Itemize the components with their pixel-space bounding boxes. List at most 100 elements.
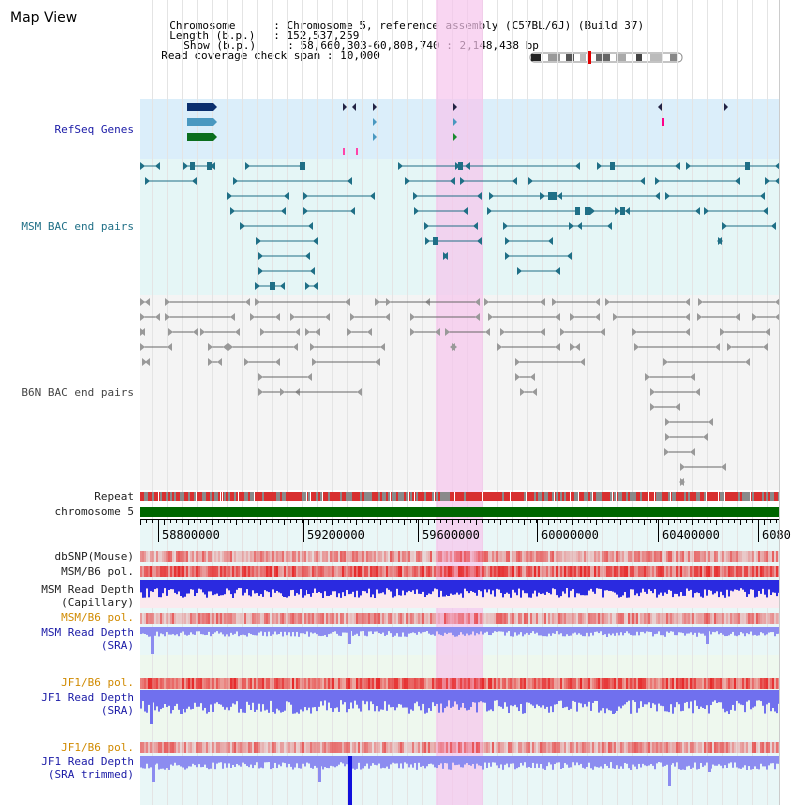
repeat-track[interactable] bbox=[140, 492, 780, 501]
msm-bac-pair[interactable] bbox=[517, 270, 560, 272]
b6n-bac-pair[interactable] bbox=[165, 316, 235, 318]
msm-bac-pair[interactable] bbox=[503, 225, 582, 227]
b6n-bac-pair[interactable] bbox=[650, 406, 680, 408]
snp-tracks[interactable] bbox=[140, 551, 780, 753]
b6n-bac-pair[interactable] bbox=[570, 316, 600, 318]
b6n-bac-pair[interactable] bbox=[255, 301, 350, 303]
msm-bac-pair[interactable] bbox=[765, 180, 780, 182]
track-label-msm-depth-sra[interactable]: MSM Read Depth bbox=[41, 626, 134, 639]
b6n-bac-pair[interactable] bbox=[727, 346, 768, 348]
b6n-bac-pair[interactable] bbox=[484, 301, 545, 303]
msm-bac-pair[interactable] bbox=[140, 165, 160, 167]
msm-bac-pair[interactable] bbox=[615, 210, 700, 212]
msm-bac-pair[interactable] bbox=[405, 180, 455, 182]
track-label-jf1-depth-trim[interactable]: JF1 Read Depth bbox=[41, 755, 134, 768]
track-label-jf1-pol-2[interactable]: JF1/B6 pol. bbox=[61, 741, 134, 754]
b6n-bac-pair[interactable] bbox=[260, 331, 300, 333]
msm-bac-pair[interactable] bbox=[665, 195, 765, 197]
msm-bac-pair[interactable] bbox=[305, 285, 318, 287]
b6n-bac-pair[interactable] bbox=[208, 361, 222, 363]
msm-bac-pair[interactable] bbox=[414, 210, 468, 212]
msm-bac-pair[interactable] bbox=[424, 225, 478, 227]
msm-bac-pair[interactable] bbox=[145, 180, 197, 182]
track-label-msm-depth-cap[interactable]: MSM Read Depth bbox=[41, 583, 134, 596]
b6n-bac-pair[interactable] bbox=[697, 316, 740, 318]
b6n-bac-pair[interactable] bbox=[290, 316, 330, 318]
chromosome-bar[interactable] bbox=[140, 507, 780, 517]
b6n-bac-pair[interactable] bbox=[488, 316, 560, 318]
msm-bac-pair[interactable] bbox=[425, 240, 482, 242]
track-label-chromosome[interactable]: chromosome 5 bbox=[54, 505, 134, 518]
b6n-bac-pair[interactable] bbox=[228, 346, 298, 348]
track-label-jf1-pol[interactable]: JF1/B6 pol. bbox=[61, 676, 134, 689]
highlight-region[interactable] bbox=[436, 0, 483, 805]
b6n-bac-pair[interactable] bbox=[168, 331, 198, 333]
b6n-bac-pair[interactable] bbox=[632, 331, 690, 333]
msm-bac-pair[interactable] bbox=[505, 255, 572, 257]
msm-bac-pair[interactable] bbox=[303, 210, 355, 212]
b6n-bac-pair[interactable] bbox=[680, 466, 726, 468]
msm-bac-pair[interactable] bbox=[487, 210, 580, 212]
msm-bac-pair[interactable] bbox=[686, 165, 780, 167]
b6n-bac-pair[interactable] bbox=[200, 331, 240, 333]
gene-feature[interactable] bbox=[187, 133, 213, 141]
b6n-bac-pair[interactable] bbox=[645, 376, 695, 378]
chromosome-ideogram[interactable] bbox=[529, 51, 683, 64]
msm-bac-features[interactable] bbox=[140, 162, 780, 290]
b6n-bac-pair[interactable] bbox=[497, 346, 560, 348]
b6n-bac-pair[interactable] bbox=[445, 331, 490, 333]
b6n-bac-pair[interactable] bbox=[560, 331, 605, 333]
msm-bac-pair[interactable] bbox=[569, 225, 612, 227]
b6n-bac-pair[interactable] bbox=[410, 331, 440, 333]
b6n-bac-pair[interactable] bbox=[250, 316, 280, 318]
b6n-bac-pair[interactable] bbox=[665, 436, 708, 438]
b6n-bac-pair[interactable] bbox=[665, 421, 713, 423]
b6n-bac-pair[interactable] bbox=[634, 346, 720, 348]
msm-bac-pair[interactable] bbox=[230, 210, 286, 212]
b6n-bac-pair[interactable] bbox=[515, 376, 535, 378]
gene-feature[interactable] bbox=[187, 118, 213, 126]
b6n-bac-pair[interactable] bbox=[312, 361, 380, 363]
b6n-bac-pair[interactable] bbox=[258, 391, 300, 393]
b6n-bac-pair[interactable] bbox=[140, 346, 172, 348]
msm-bac-pair[interactable] bbox=[540, 195, 660, 197]
track-label-repeat[interactable]: Repeat bbox=[94, 490, 134, 503]
b6n-bac-pair[interactable] bbox=[613, 316, 690, 318]
msm-bac-pair[interactable] bbox=[258, 255, 310, 257]
b6n-bac-pair[interactable] bbox=[515, 361, 585, 363]
b6n-bac-pair[interactable] bbox=[720, 331, 770, 333]
b6n-bac-pair[interactable] bbox=[410, 316, 480, 318]
msm-bac-pair[interactable] bbox=[655, 180, 740, 182]
msm-bac-pair[interactable] bbox=[183, 165, 215, 167]
b6n-bac-pair[interactable] bbox=[244, 361, 280, 363]
msm-bac-pair[interactable] bbox=[455, 165, 580, 167]
depth-tracks[interactable] bbox=[140, 580, 780, 805]
b6n-bac-pair[interactable] bbox=[664, 451, 695, 453]
msm-bac-pair[interactable] bbox=[303, 195, 375, 197]
msm-bac-pair[interactable] bbox=[704, 210, 768, 212]
track-label-msm-pol-2[interactable]: MSM/B6 pol. bbox=[61, 611, 134, 624]
track-label-msm-bac[interactable]: MSM BAC end pairs bbox=[21, 220, 134, 233]
track-label-refseq[interactable]: RefSeq Genes bbox=[54, 123, 134, 136]
msm-bac-pair[interactable] bbox=[227, 195, 289, 197]
b6n-bac-pair[interactable] bbox=[350, 316, 390, 318]
msm-bac-pair[interactable] bbox=[460, 180, 517, 182]
msm-bac-pair[interactable] bbox=[256, 240, 318, 242]
msm-bac-pair[interactable] bbox=[528, 180, 645, 182]
msm-bac-pair[interactable] bbox=[258, 270, 315, 272]
msm-bac-pair[interactable] bbox=[398, 165, 470, 167]
b6n-bac-pair[interactable] bbox=[386, 301, 480, 303]
b6n-bac-pair[interactable] bbox=[520, 391, 537, 393]
b6n-bac-pair[interactable] bbox=[500, 331, 545, 333]
b6n-bac-pair[interactable] bbox=[208, 346, 228, 348]
track-label-dbsnp[interactable]: dbSNP(Mouse) bbox=[54, 550, 134, 563]
b6n-bac-pair[interactable] bbox=[752, 316, 780, 318]
track-label-b6n-bac[interactable]: B6N BAC end pairs bbox=[21, 386, 134, 399]
b6n-bac-pair[interactable] bbox=[663, 361, 750, 363]
track-label-jf1-depth-sra[interactable]: JF1 Read Depth bbox=[41, 691, 134, 704]
b6n-bac-pair[interactable] bbox=[698, 301, 780, 303]
msm-bac-pair[interactable] bbox=[240, 225, 313, 227]
b6n-bac-pair[interactable] bbox=[140, 316, 160, 318]
msm-bac-pair[interactable] bbox=[489, 195, 562, 197]
